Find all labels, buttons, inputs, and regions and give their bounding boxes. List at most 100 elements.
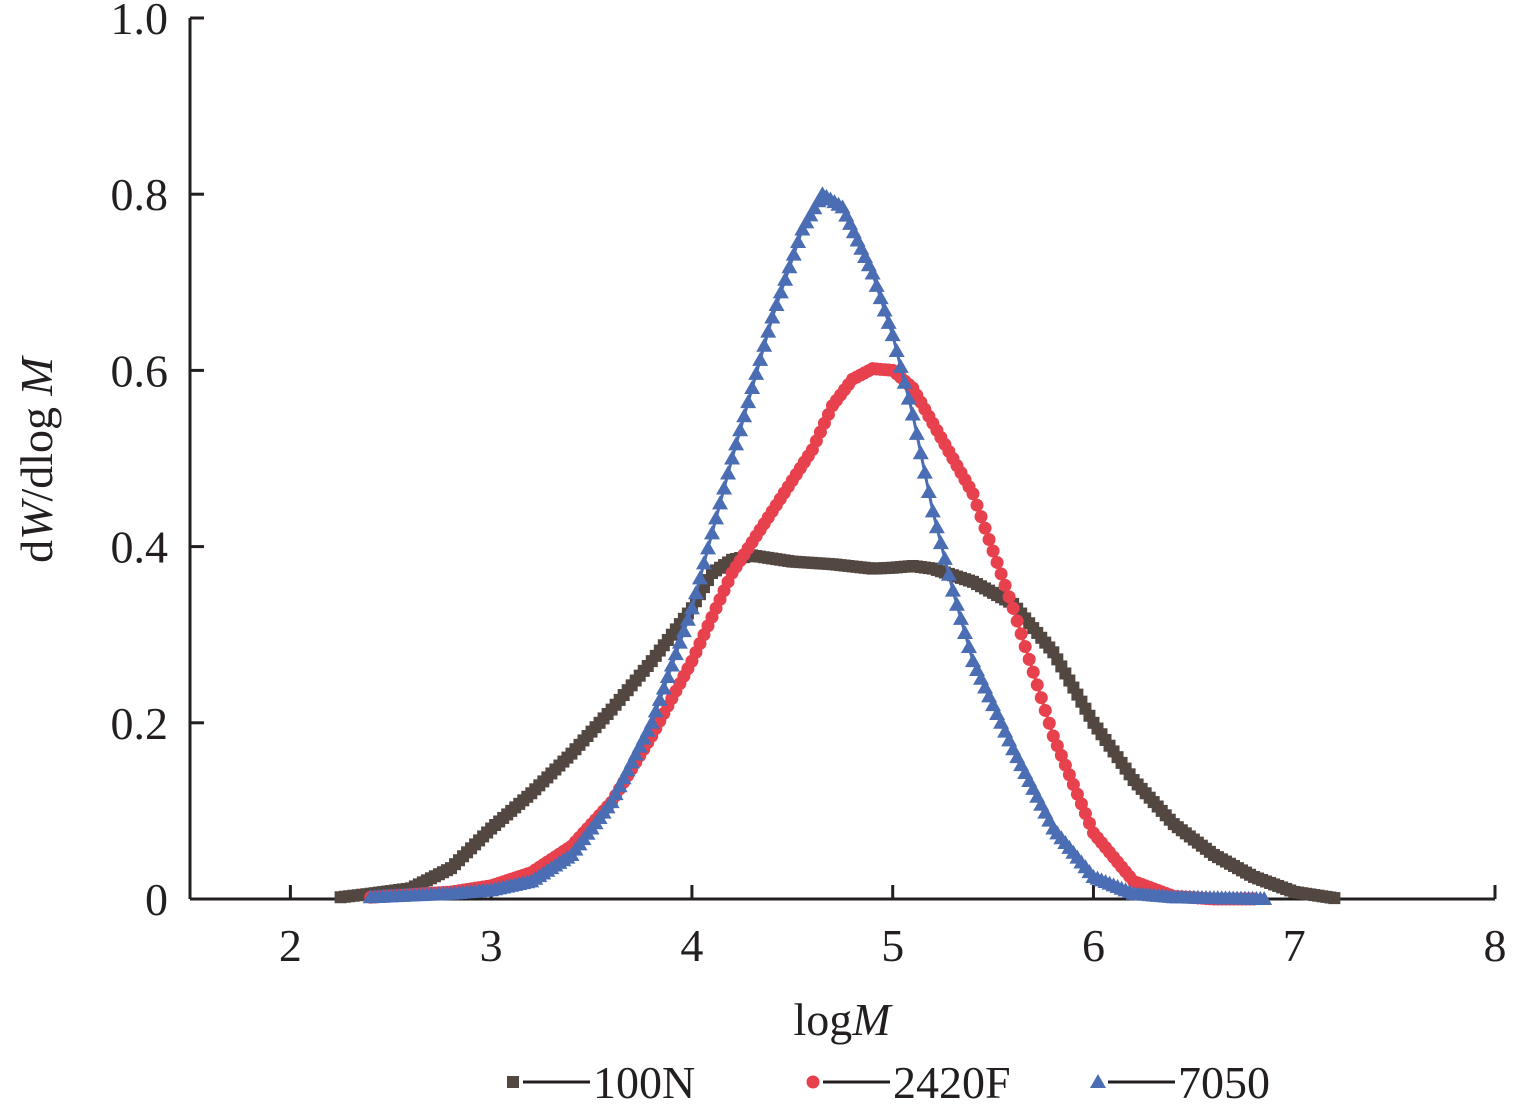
y-axis-title-part: d (11, 540, 62, 563)
2420f-marker (982, 533, 996, 547)
2420f-marker (994, 567, 1008, 581)
2420f-marker (1026, 665, 1040, 679)
7050-marker (760, 323, 777, 338)
7050-marker (952, 610, 969, 625)
2420f-marker (1006, 601, 1020, 615)
2420f-marker (1042, 716, 1056, 730)
7050-marker (655, 680, 672, 695)
7050-marker (876, 302, 893, 317)
100n-marker (507, 1076, 519, 1088)
legend-label: 100N (593, 1057, 695, 1108)
7050-marker (802, 207, 819, 222)
7050-marker (884, 327, 901, 342)
7050-marker (736, 408, 753, 423)
axes (188, 18, 1495, 901)
7050-marker (724, 450, 741, 465)
7050-marker (720, 465, 737, 480)
legend-label: 2420F (893, 1057, 1011, 1108)
y-axis-title-part: /dlog (11, 395, 62, 501)
7050-marker (740, 394, 757, 409)
legend-item-7050: 7050 (1090, 1057, 1270, 1108)
7050-marker (798, 214, 815, 229)
7050-marker (900, 390, 917, 405)
7050-marker (631, 738, 648, 753)
x-tick-label: 3 (480, 920, 503, 971)
7050-marker (806, 200, 823, 215)
7050-marker (896, 374, 913, 389)
7050-marker (716, 480, 733, 495)
7050-marker (924, 503, 941, 518)
y-tick-label: 0.8 (111, 169, 169, 220)
x-axis-title-var: M (851, 994, 893, 1045)
7050-marker (627, 746, 644, 761)
7050-marker (647, 703, 664, 718)
7050-marker (699, 540, 716, 555)
7050-marker (728, 436, 745, 451)
2420f-marker (986, 544, 1000, 558)
y-tick-label: 0.6 (111, 345, 169, 396)
7050-marker (679, 611, 696, 626)
y-tick-label: 0.4 (111, 522, 169, 573)
y-axis-ticks: 0 0.2 0.4 0.6 0.8 1.0 (111, 0, 204, 925)
7050-marker (785, 246, 802, 261)
y-axis-title: dW/dlog M (11, 354, 62, 562)
7050-marker (956, 624, 973, 639)
x-tick-label: 5 (881, 920, 904, 971)
2420f-marker (1034, 691, 1048, 705)
7050-marker (781, 259, 798, 274)
7050-marker (916, 464, 933, 479)
7050-marker (892, 358, 909, 373)
x-axis-title: logM (793, 994, 893, 1045)
7050-marker (908, 425, 925, 440)
2420f-marker (1030, 678, 1044, 692)
7050-marker (1090, 1074, 1106, 1088)
legend: 100N 2420F 7050 (507, 1057, 1270, 1108)
7050-marker (663, 657, 680, 672)
7050-marker (659, 668, 676, 683)
x-tick-label: 8 (1484, 920, 1507, 971)
2420f-marker (978, 521, 992, 535)
2420f-marker (1010, 614, 1024, 628)
y-tick-label: 1.0 (111, 0, 169, 44)
7050-marker (752, 351, 769, 366)
x-tick-label: 2 (279, 920, 302, 971)
7050-marker (639, 722, 656, 737)
7050-marker (948, 596, 965, 611)
7050-marker (708, 510, 725, 525)
7050-marker (768, 296, 785, 311)
legend-label: 7050 (1178, 1057, 1270, 1108)
y-axis-title-part: W (11, 498, 62, 540)
7050-marker (756, 337, 773, 352)
series-line-7050 (370, 192, 1265, 901)
x-tick-label: 7 (1283, 920, 1306, 971)
7050-marker (695, 555, 712, 570)
2420f-marker (1002, 590, 1016, 604)
7050-marker (619, 762, 636, 777)
2420f-marker (998, 578, 1012, 592)
7050-marker (671, 634, 688, 649)
y-axis-title-part: M (11, 354, 62, 396)
100n-marker (1328, 892, 1341, 905)
7050-marker (623, 754, 640, 769)
2420f-marker (966, 487, 980, 501)
7050-marker (683, 600, 700, 615)
2420f-marker (806, 1075, 820, 1089)
7050-marker (611, 778, 628, 793)
2420f-marker (990, 555, 1004, 569)
7050-marker (1256, 891, 1273, 905)
7050-marker (810, 193, 827, 208)
7050-marker (928, 519, 945, 534)
7050-marker (794, 221, 811, 236)
7050-marker (868, 277, 885, 292)
x-tick-label: 4 (680, 920, 703, 971)
7050-marker (651, 691, 668, 706)
2420f-marker (1038, 703, 1052, 717)
7050-marker (744, 380, 761, 395)
7050-marker (940, 566, 957, 581)
7050-marker (772, 284, 789, 299)
7050-marker (864, 265, 881, 280)
7050-marker (960, 639, 977, 654)
7050-marker (904, 406, 921, 421)
2420f-marker (1014, 627, 1028, 641)
